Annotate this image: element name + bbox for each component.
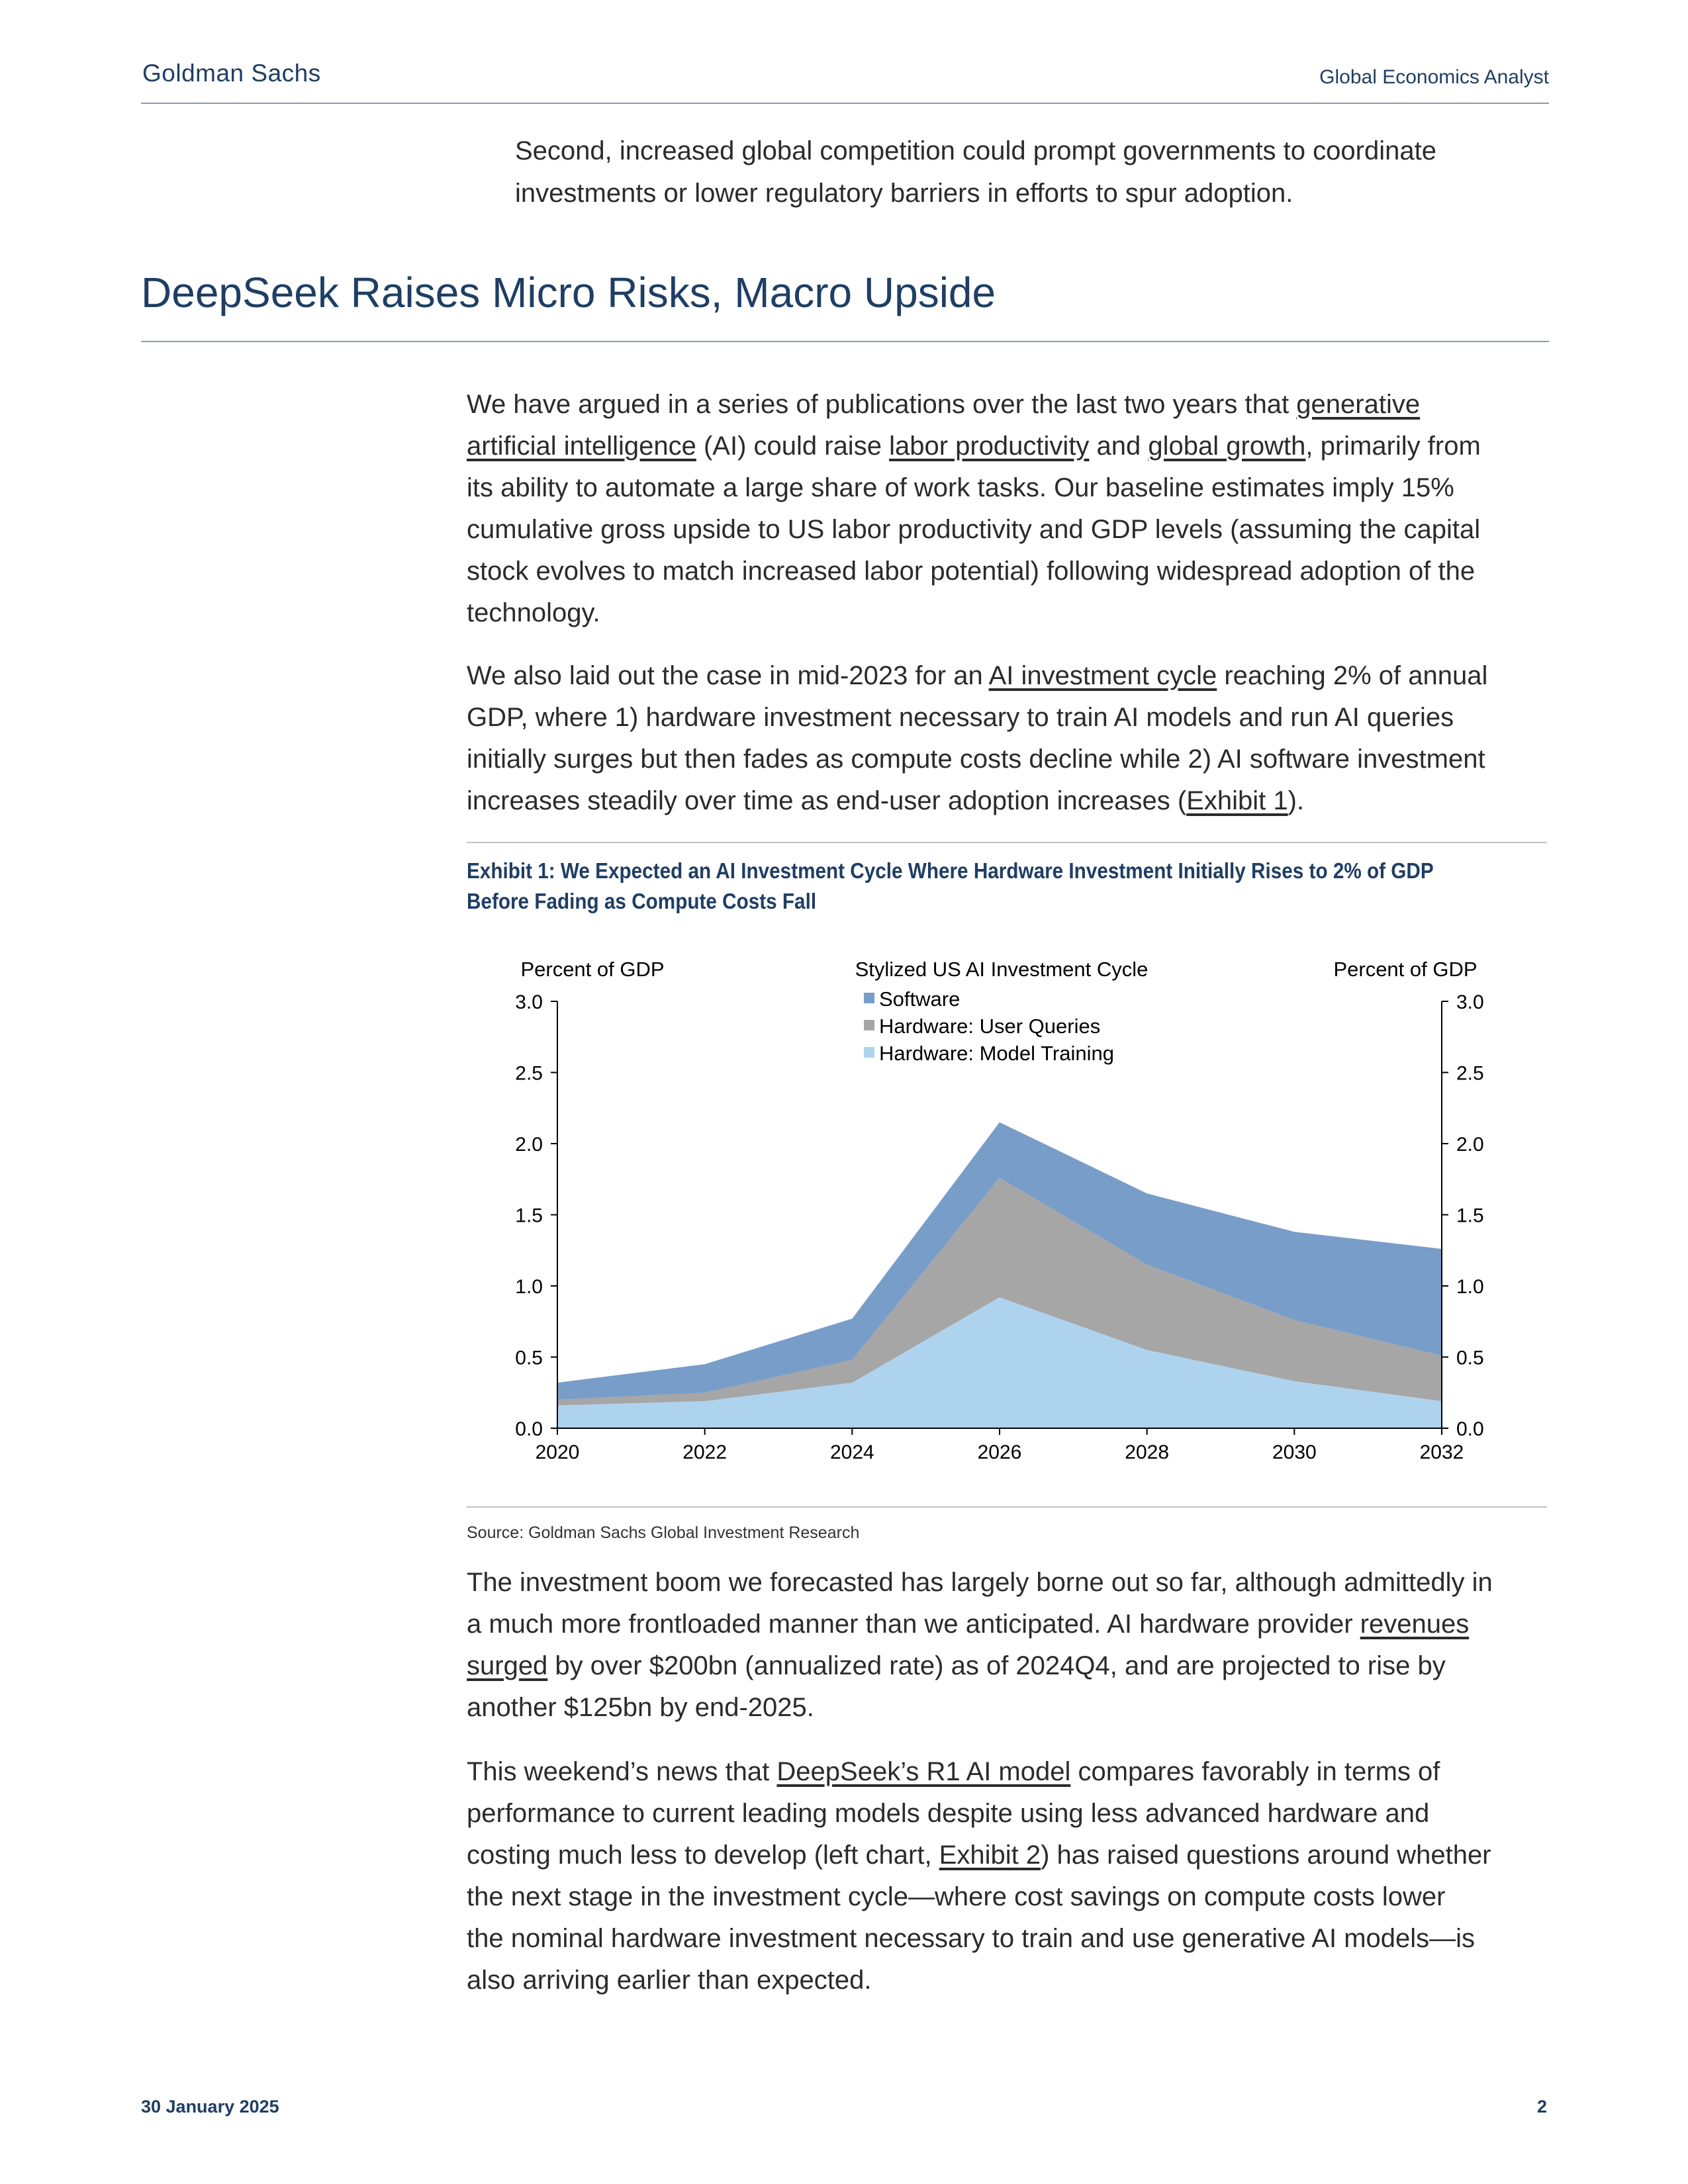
y-axis-title-left: Percent of GDP bbox=[520, 958, 664, 981]
y-tick-label-right: 1.5 bbox=[1456, 1205, 1484, 1227]
text-line: cumulative gross upside to US labor prod… bbox=[467, 515, 1481, 544]
y-tick-label-right: 1.0 bbox=[1456, 1276, 1484, 1298]
x-tick-label: 2028 bbox=[1125, 1441, 1169, 1463]
paragraph-2: We also laid out the case in mid-2023 fo… bbox=[467, 655, 1552, 822]
footer-date: 30 January 2025 bbox=[141, 2097, 279, 2116]
legend-swatch bbox=[864, 1047, 874, 1058]
text-run: We have argued in a series of publicatio… bbox=[467, 390, 1297, 419]
text-line: investments or lower regulatory barriers… bbox=[515, 179, 1293, 208]
link-deepseek-r1[interactable]: DeepSeek’s R1 AI model bbox=[776, 1757, 1071, 1786]
paragraph-4: This weekend’s news that DeepSeek’s R1 A… bbox=[467, 1751, 1552, 2001]
text-run: a much more frontloaded manner than we a… bbox=[467, 1610, 1360, 1639]
intro-paragraph: Second, increased global competition cou… bbox=[515, 130, 1548, 214]
y-tick-label-right: 2.5 bbox=[1456, 1063, 1484, 1085]
y-tick-label-right: 3.0 bbox=[1456, 991, 1484, 1013]
link-exhibit-2[interactable]: Exhibit 2 bbox=[939, 1841, 1041, 1870]
y-tick-label-left: 1.5 bbox=[515, 1205, 543, 1227]
link-revenues-surged[interactable]: surged bbox=[467, 1651, 548, 1680]
page-number: 2 bbox=[1536, 2097, 1547, 2116]
x-tick-label: 2020 bbox=[536, 1441, 580, 1463]
link-generative-ai[interactable]: artificial intelligence bbox=[467, 432, 696, 461]
x-tick-label: 2022 bbox=[682, 1441, 727, 1463]
header-rule bbox=[141, 103, 1549, 104]
text-line: another $125bn by end-2025. bbox=[467, 1693, 814, 1722]
x-tick-label: 2032 bbox=[1420, 1441, 1464, 1463]
exhibit-top-rule bbox=[467, 842, 1547, 843]
text-line: technology. bbox=[467, 598, 600, 627]
y-tick-label-left: 3.0 bbox=[515, 991, 543, 1013]
link-global-growth[interactable]: global growth bbox=[1148, 432, 1306, 461]
legend-swatch bbox=[864, 993, 874, 1003]
legend-swatch bbox=[864, 1020, 874, 1030]
text-line: The investment boom we forecasted has la… bbox=[467, 1568, 1493, 1597]
section-rule bbox=[141, 341, 1549, 342]
text-run: , primarily from bbox=[1305, 432, 1481, 461]
brand-name: Goldman Sachs bbox=[142, 60, 321, 87]
investment-cycle-chart: 0.0 0.0 0.5 0.5 1.0 1.0 1.5 1.5 2.0 2.0 2.5 2.5 3.0 3… bbox=[515, 958, 1483, 1463]
y-tick-label-left: 2.5 bbox=[515, 1063, 543, 1085]
text-run: and bbox=[1089, 432, 1149, 461]
text-line: the next stage in the investment cycle—w… bbox=[467, 1882, 1446, 1911]
y-tick-label-left: 0.5 bbox=[515, 1347, 543, 1369]
y-tick-label-left: 0.0 bbox=[515, 1418, 543, 1440]
link-generative-ai[interactable]: generative bbox=[1296, 390, 1421, 419]
text-line: initially surges but then fades as compu… bbox=[467, 745, 1485, 774]
text-run: reaching 2% of annual bbox=[1217, 661, 1488, 690]
text-run: ) has raised questions around whether bbox=[1041, 1841, 1491, 1870]
publication-name: Global Economics Analyst bbox=[1319, 66, 1549, 88]
link-ai-investment-cycle[interactable]: AI investment cycle bbox=[988, 661, 1217, 690]
chart-labels: 0.0 0.0 0.5 0.5 1.0 1.0 1.5 1.5 2.0 2.0 2.5 2.5 3.0 3… bbox=[515, 958, 1483, 1463]
y-tick-label-left: 2.0 bbox=[515, 1134, 543, 1156]
text-run: by over $200bn (annualized rate) as of 2… bbox=[547, 1651, 1446, 1680]
chart-areas bbox=[557, 1122, 1442, 1428]
link-labor-productivity[interactable]: labor productivity bbox=[889, 432, 1090, 461]
exhibit-source: Source: Goldman Sachs Global Investment … bbox=[467, 1524, 860, 1542]
text-run: This weekend’s news that bbox=[467, 1757, 777, 1786]
link-revenues-surged[interactable]: revenues bbox=[1360, 1610, 1470, 1639]
y-tick-label-left: 1.0 bbox=[515, 1276, 543, 1298]
text-run: (AI) could raise bbox=[696, 432, 890, 461]
y-tick-label-right: 0.5 bbox=[1456, 1347, 1484, 1369]
paragraph-3: The investment boom we forecasted has la… bbox=[467, 1562, 1552, 1729]
chart-legend: Software Hardware: User Queries Hardware: … bbox=[864, 987, 1114, 1065]
area-series-1 bbox=[557, 1177, 1442, 1406]
area-series-0 bbox=[557, 1297, 1442, 1428]
y-tick-label-right: 0.0 bbox=[1456, 1418, 1484, 1440]
text-line: performance to current leading models de… bbox=[467, 1799, 1430, 1828]
x-tick-label: 2030 bbox=[1272, 1441, 1317, 1463]
exhibit-bottom-rule bbox=[467, 1506, 1547, 1508]
text-line: also arriving earlier than expected. bbox=[467, 1966, 872, 1995]
exhibit-title: Exhibit 1: We Expected an AI Investment … bbox=[467, 856, 1444, 917]
x-tick-label: 2024 bbox=[830, 1441, 874, 1463]
text-run: We also laid out the case in mid-2023 fo… bbox=[467, 661, 989, 690]
text-line: the nominal hardware investment necessar… bbox=[467, 1924, 1476, 1953]
text-run: ). bbox=[1288, 786, 1305, 815]
paragraph-1: We have argued in a series of publicatio… bbox=[467, 384, 1552, 634]
y-axis-title-right: Percent of GDP bbox=[1333, 958, 1477, 981]
exhibit-title-line: Exhibit 1: We Expected an AI Investment … bbox=[467, 858, 1434, 883]
legend-label: Hardware: Model Training bbox=[879, 1042, 1114, 1065]
legend-label: Hardware: User Queries bbox=[879, 1015, 1100, 1038]
text-run: increases steadily over time as end-user… bbox=[467, 786, 1187, 815]
text-run: compares favorably in terms of bbox=[1070, 1757, 1440, 1786]
x-tick-label: 2026 bbox=[978, 1441, 1022, 1463]
area-series-2 bbox=[557, 1122, 1442, 1400]
y-tick-label-right: 2.0 bbox=[1456, 1134, 1484, 1156]
text-line: stock evolves to match increased labor p… bbox=[467, 557, 1476, 586]
text-run: costing much less to develop (left chart… bbox=[467, 1841, 939, 1870]
exhibit-title-line: Before Fading as Compute Costs Fall bbox=[467, 889, 817, 913]
link-exhibit-1[interactable]: Exhibit 1 bbox=[1186, 786, 1288, 815]
text-line: its ability to automate a large share of… bbox=[467, 473, 1454, 502]
legend-label: Software bbox=[879, 987, 960, 1011]
chart-title: Stylized US AI Investment Cycle bbox=[855, 958, 1149, 981]
chart-axes bbox=[551, 1001, 1448, 1435]
section-title: DeepSeek Raises Micro Risks, Macro Upsid… bbox=[141, 269, 996, 316]
text-line: Second, increased global competition cou… bbox=[515, 136, 1436, 165]
text-line: GDP, where 1) hardware investment necess… bbox=[467, 703, 1454, 732]
